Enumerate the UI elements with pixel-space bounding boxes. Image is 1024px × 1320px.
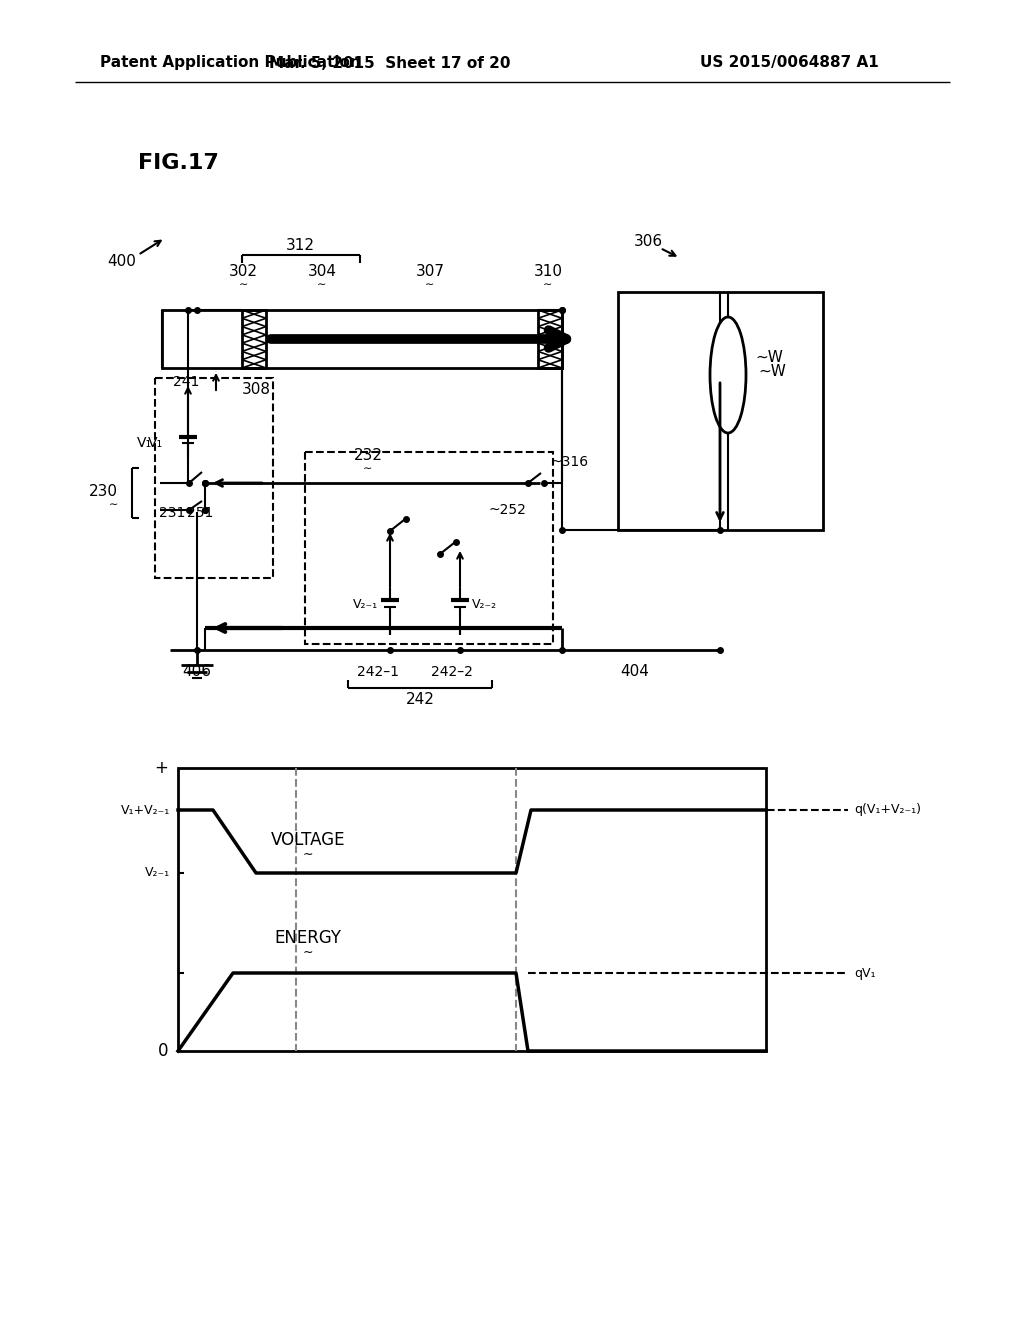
Text: ∼: ∼ bbox=[109, 500, 118, 510]
Text: V₂₋₂: V₂₋₂ bbox=[472, 598, 497, 611]
Text: 242–2: 242–2 bbox=[431, 665, 473, 678]
Text: ∼: ∼ bbox=[303, 945, 313, 958]
Text: V₁: V₁ bbox=[137, 436, 152, 450]
Text: qV₁: qV₁ bbox=[854, 966, 876, 979]
Text: V₂₋₁: V₂₋₁ bbox=[144, 866, 170, 879]
Text: ~W: ~W bbox=[755, 351, 783, 366]
Text: 404: 404 bbox=[620, 664, 649, 680]
Text: ∼: ∼ bbox=[303, 847, 313, 861]
Text: ~252: ~252 bbox=[488, 503, 526, 517]
Text: +: + bbox=[155, 759, 168, 777]
Text: 230: 230 bbox=[89, 484, 118, 499]
Text: Mar. 5, 2015  Sheet 17 of 20: Mar. 5, 2015 Sheet 17 of 20 bbox=[269, 55, 511, 70]
Text: 232: 232 bbox=[353, 449, 383, 463]
Text: 310: 310 bbox=[534, 264, 562, 280]
Text: V₁: V₁ bbox=[147, 436, 163, 450]
Text: 0: 0 bbox=[158, 1041, 168, 1060]
Text: V₁+V₂₋₁: V₁+V₂₋₁ bbox=[121, 804, 170, 817]
Bar bbox=[178, 768, 766, 1051]
Text: q(V₁+V₂₋₁): q(V₁+V₂₋₁) bbox=[854, 804, 921, 817]
Bar bbox=[162, 310, 562, 368]
Text: VOLTAGE: VOLTAGE bbox=[270, 832, 345, 849]
Text: 242: 242 bbox=[406, 693, 434, 708]
Text: V₂₋₁: V₂₋₁ bbox=[353, 598, 378, 611]
Bar bbox=[305, 451, 553, 644]
Text: Patent Application Publication: Patent Application Publication bbox=[100, 55, 360, 70]
Text: ∼: ∼ bbox=[544, 280, 553, 290]
Text: ∼: ∼ bbox=[317, 280, 327, 290]
Text: ~W: ~W bbox=[758, 364, 785, 380]
Text: ENERGY: ENERGY bbox=[274, 929, 341, 946]
Text: 308: 308 bbox=[242, 383, 271, 397]
Text: ∼: ∼ bbox=[364, 465, 373, 474]
Text: 251: 251 bbox=[186, 506, 213, 520]
Text: 306: 306 bbox=[634, 235, 663, 249]
Text: ∼: ∼ bbox=[425, 280, 434, 290]
Text: 241: 241 bbox=[173, 375, 200, 389]
Text: 312: 312 bbox=[286, 238, 314, 252]
Text: FIG.17: FIG.17 bbox=[138, 153, 219, 173]
Text: ~316: ~316 bbox=[550, 455, 588, 469]
Bar bbox=[155, 378, 273, 578]
Text: 400: 400 bbox=[108, 255, 136, 269]
Text: 304: 304 bbox=[307, 264, 337, 280]
Text: ∼: ∼ bbox=[239, 280, 248, 290]
Text: 242–1: 242–1 bbox=[357, 665, 399, 678]
Bar bbox=[538, 310, 562, 368]
Text: 307: 307 bbox=[416, 264, 444, 280]
Text: 406: 406 bbox=[182, 664, 212, 680]
Text: 231: 231 bbox=[159, 506, 185, 520]
Bar bbox=[242, 310, 266, 368]
Bar bbox=[618, 292, 823, 531]
Ellipse shape bbox=[710, 317, 746, 433]
Text: US 2015/0064887 A1: US 2015/0064887 A1 bbox=[700, 55, 879, 70]
Text: 302: 302 bbox=[228, 264, 257, 280]
